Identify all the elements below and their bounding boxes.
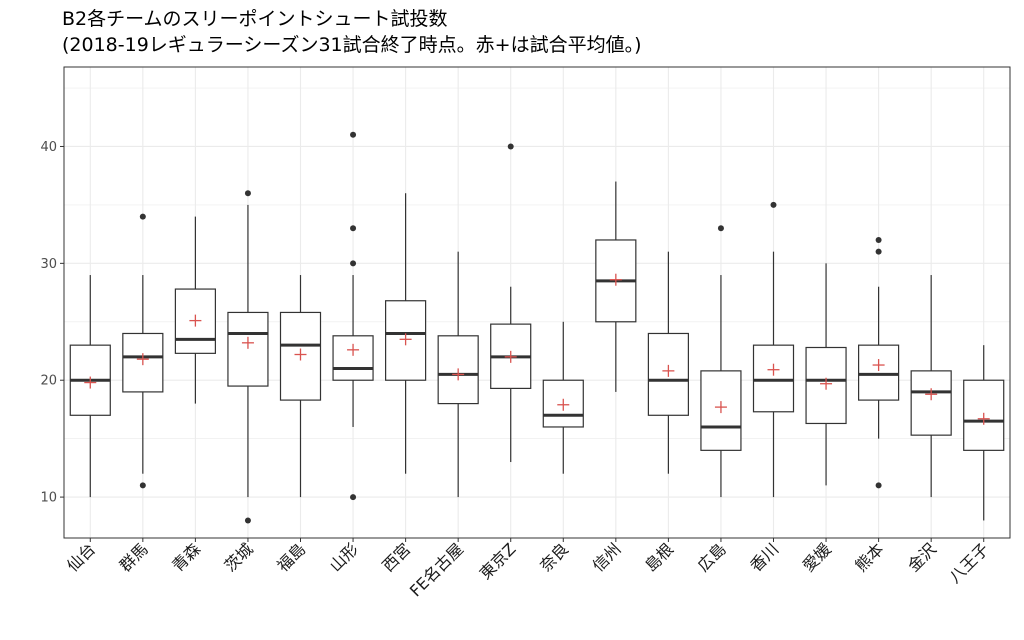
- outlier-point: [350, 131, 357, 138]
- x-tick-label: 香川: [746, 539, 782, 575]
- outlier-point: [875, 248, 882, 255]
- chart-subtitle: (2018-19レギュラーシーズン31試合終了時点。赤+は試合平均値。): [62, 34, 642, 56]
- box: [752, 344, 795, 413]
- x-tick-label: 山形: [326, 539, 362, 575]
- outlier-point: [139, 213, 146, 220]
- outlier-point: [350, 225, 357, 232]
- x-tick-label: 群馬: [116, 539, 152, 575]
- x-tick-label: 仙台: [63, 539, 99, 575]
- outlier-point: [139, 482, 146, 489]
- y-tick-label: 20: [40, 374, 57, 389]
- x-tick-label: 東京Z: [476, 539, 520, 583]
- box: [437, 335, 479, 405]
- outlier-point: [875, 236, 882, 243]
- x-tick-label: 広島: [694, 539, 730, 575]
- box: [858, 344, 900, 401]
- x-tick-label: 信州: [589, 539, 625, 575]
- outlier-point: [507, 143, 514, 150]
- x-tick-label: 奈良: [536, 539, 572, 575]
- y-tick-label: 30: [40, 257, 57, 272]
- box: [910, 370, 952, 436]
- x-tick-label: 西宮: [378, 539, 414, 575]
- x-tick-label: 金沢: [904, 539, 940, 575]
- x-tick-label: 茨城: [221, 539, 257, 575]
- outlier-point: [875, 482, 882, 489]
- outlier-point: [350, 260, 357, 267]
- outlier-point: [770, 201, 777, 208]
- outlier-point: [350, 494, 357, 501]
- x-tick-label: 熊本: [851, 539, 887, 575]
- x-tick-label: 青森: [168, 539, 204, 575]
- outlier-point: [717, 225, 724, 232]
- x-tick-label: 愛媛: [799, 539, 835, 575]
- x-tick-label: 福島: [273, 539, 309, 575]
- panel-border: [63, 66, 1011, 539]
- outlier-point: [244, 517, 251, 524]
- x-tick-label: 八王子: [945, 539, 992, 586]
- x-tick-label: FE名古屋: [406, 539, 467, 600]
- box: [332, 335, 374, 381]
- chart-title: B2各チームのスリーポイントシュート試投数: [62, 8, 448, 30]
- box: [227, 311, 269, 387]
- y-tick-label: 10: [40, 491, 57, 506]
- y-tick-label: 40: [40, 140, 57, 155]
- x-tick-label: 島根: [641, 539, 677, 575]
- outlier-point: [244, 190, 251, 197]
- box: [279, 311, 322, 401]
